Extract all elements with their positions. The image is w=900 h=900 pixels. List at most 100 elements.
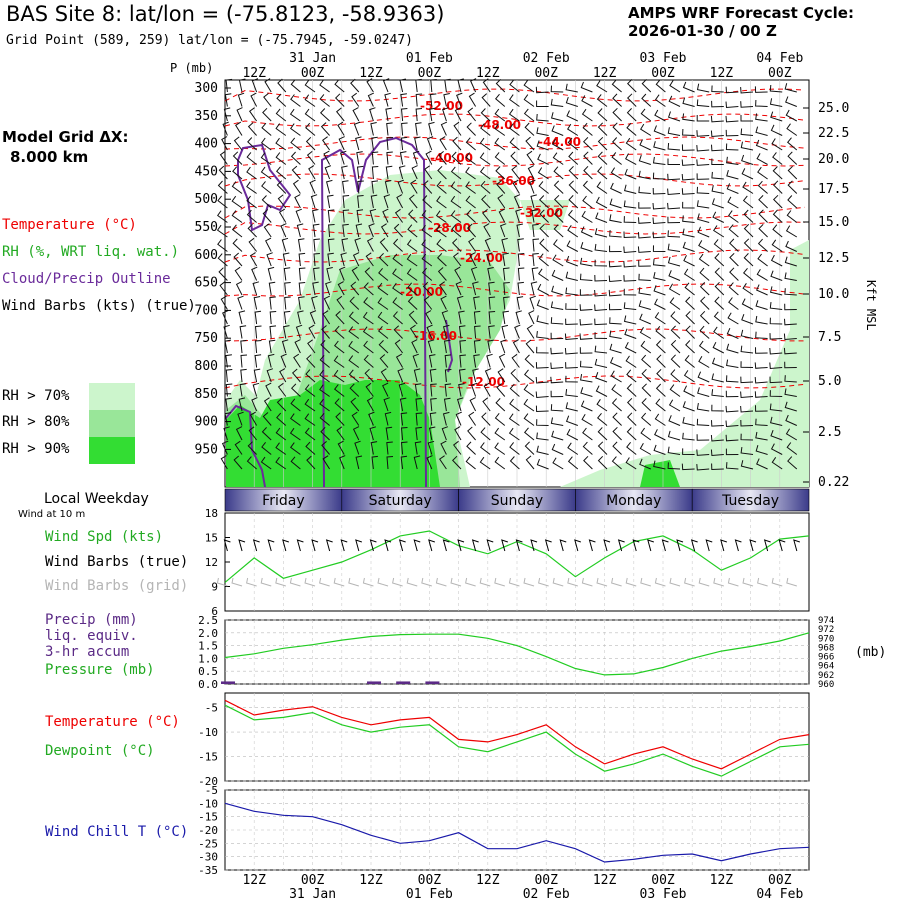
wind-barb bbox=[769, 362, 783, 370]
wind-barb bbox=[536, 127, 549, 136]
wind-barb bbox=[414, 441, 422, 455]
wind-barb bbox=[670, 325, 681, 339]
wind-barb bbox=[770, 430, 783, 441]
wind-barb bbox=[261, 441, 272, 455]
chill-tick-label: -10 bbox=[198, 797, 218, 810]
wind-barb bbox=[496, 180, 506, 194]
wind-barb bbox=[582, 137, 593, 151]
wind-barb bbox=[275, 137, 287, 151]
wind-barb bbox=[625, 137, 637, 151]
wind-barb bbox=[267, 353, 275, 368]
wind-barb bbox=[652, 172, 666, 180]
wind-barb bbox=[366, 397, 374, 412]
wind-barb bbox=[550, 347, 564, 355]
surface-barb-grid bbox=[684, 577, 695, 587]
wind-barb bbox=[509, 398, 520, 412]
surface-barb-grid bbox=[289, 577, 301, 587]
site-title: BAS Site 8: lat/lon = (-75.8123, -58.936… bbox=[6, 2, 444, 26]
wind-barb bbox=[639, 458, 651, 470]
wind-barb bbox=[312, 223, 320, 238]
wind-barb bbox=[262, 107, 272, 122]
pressure-tick-label: 350 bbox=[195, 109, 218, 124]
wind-barb bbox=[276, 397, 287, 412]
wind-barb bbox=[268, 281, 276, 296]
wind-barb bbox=[581, 210, 593, 223]
wind-barb bbox=[289, 442, 301, 455]
surface-barb-grid bbox=[552, 577, 564, 587]
weekday-label: Tuesday bbox=[721, 493, 779, 509]
wind-barb bbox=[313, 267, 320, 281]
wind-barb bbox=[609, 230, 622, 238]
pressure-tick-label: 900 bbox=[195, 415, 218, 430]
wind-barb bbox=[653, 460, 666, 470]
wind-barb bbox=[714, 296, 725, 310]
pressure-axis-title: P (mb) bbox=[170, 61, 214, 75]
wind-barb bbox=[290, 413, 301, 426]
label-3hr-accum: 3-hr accum bbox=[45, 644, 130, 660]
wind-barb bbox=[579, 347, 593, 354]
wind-barb bbox=[711, 404, 724, 412]
wind-barb bbox=[454, 107, 462, 122]
wind-barb bbox=[499, 223, 507, 238]
wind-barb bbox=[378, 252, 389, 267]
wind-barb bbox=[623, 315, 637, 325]
label-pressure: Pressure (mb) bbox=[45, 662, 155, 678]
bottom-date-label: 03 Feb bbox=[640, 887, 687, 900]
wind-barb bbox=[525, 339, 535, 354]
wind-barb bbox=[386, 441, 393, 455]
wind-barb bbox=[260, 137, 272, 151]
wind-barb bbox=[371, 136, 378, 151]
precip-tick-label: 2.0 bbox=[198, 627, 218, 640]
wind-barb bbox=[596, 94, 608, 107]
wind-barb bbox=[696, 200, 710, 209]
wind-barb bbox=[696, 83, 710, 93]
surface-barb-grid bbox=[246, 577, 257, 587]
wind-barb bbox=[436, 253, 447, 267]
wind-barb bbox=[265, 382, 272, 397]
wind-barb bbox=[594, 274, 608, 282]
wind-barb bbox=[740, 345, 754, 354]
isotherm-label: -20.00 bbox=[400, 285, 443, 299]
wind-barb bbox=[652, 245, 666, 252]
wind-barb bbox=[465, 181, 476, 194]
wind-barb bbox=[725, 101, 739, 109]
isotherm-label: -52.00 bbox=[420, 99, 463, 113]
wind-barb bbox=[305, 369, 316, 383]
chill-tick-label: -35 bbox=[198, 864, 218, 877]
wind-barb bbox=[654, 429, 666, 441]
wind-barb bbox=[325, 179, 333, 194]
wind-barb bbox=[494, 412, 506, 426]
wind-barb bbox=[652, 217, 666, 225]
wind-barb bbox=[580, 242, 593, 252]
surface-barb-grid bbox=[757, 577, 768, 587]
wind-barb bbox=[740, 329, 754, 339]
wind-barb bbox=[755, 315, 768, 325]
label-dewpoint: Dewpoint (°C) bbox=[45, 743, 155, 759]
surface-barb-grid bbox=[596, 577, 608, 587]
weekday-label: Saturday bbox=[369, 493, 432, 509]
wind-barb bbox=[667, 256, 681, 267]
wind-barb bbox=[392, 282, 403, 296]
wind-barb bbox=[327, 252, 334, 267]
surface-barb-true bbox=[238, 539, 246, 552]
wind-barb bbox=[421, 210, 433, 223]
weekday-label: Sunday bbox=[491, 493, 543, 509]
wind-barb bbox=[685, 310, 695, 325]
wind-barb bbox=[784, 401, 797, 412]
wind-barb bbox=[609, 303, 622, 311]
wind-barb bbox=[467, 426, 476, 441]
wind-barb bbox=[597, 136, 608, 151]
bottom-hour-label: 12Z bbox=[242, 873, 266, 888]
wind-barb bbox=[494, 152, 506, 165]
wind-barb bbox=[364, 267, 374, 281]
wind-barb bbox=[436, 224, 447, 238]
wind-barb bbox=[784, 272, 797, 281]
top-hour-label: 12Z bbox=[476, 66, 500, 81]
rh90-area-right bbox=[640, 460, 680, 487]
wind-barb bbox=[667, 111, 681, 122]
wind-barb bbox=[309, 310, 317, 325]
wind-barb bbox=[626, 369, 637, 383]
wind-barb bbox=[233, 455, 243, 470]
wind-barb bbox=[784, 318, 797, 326]
wind-barb bbox=[696, 434, 710, 441]
